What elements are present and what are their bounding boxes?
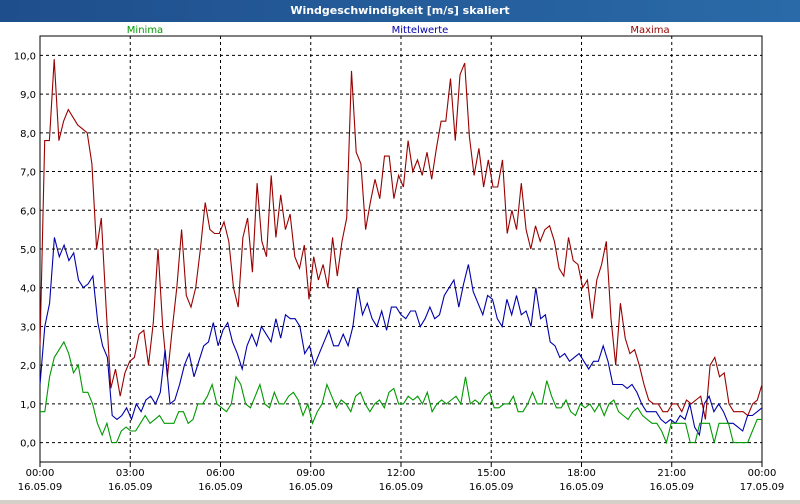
legend-maxima: Maxima (630, 25, 669, 36)
series-line-mittelwerte (39, 237, 763, 437)
y-tick-label: 8,0 (20, 129, 36, 140)
y-tick-label: 5,0 (20, 245, 36, 256)
series-line-minima (40, 340, 762, 445)
x-tick-date: 16.05.09 (469, 482, 514, 493)
chart-window: 0,0 1,0 2,0 3,0 4,0 5,0 6,0 7,0 8,0 9,0 10,0 00:00 1… (0, 22, 800, 500)
x-tick-date: 16.05.09 (198, 482, 243, 493)
series-line-maxima (39, 59, 763, 420)
x-tick-time: 15:00 (477, 468, 506, 479)
y-tick-label: 4,0 (20, 284, 36, 295)
x-tick-date: 16.05.09 (649, 482, 694, 493)
x-tick-time: 03:00 (116, 468, 145, 479)
x-tick-date: 16.05.09 (559, 482, 604, 493)
x-tick-date: 16.05.09 (379, 482, 424, 493)
x-tick-date: 16.05.09 (18, 482, 63, 493)
x-tick-time: 06:00 (206, 468, 235, 479)
y-tick-label: 6,0 (20, 206, 36, 217)
x-tick-time: 00:00 (26, 468, 55, 479)
window-title: Windgeschwindigkeit [m/s] skaliert (0, 0, 800, 22)
y-tick-label: 10,0 (14, 51, 36, 62)
x-tick-time: 09:00 (296, 468, 325, 479)
x-tick-date: 17.05.09 (740, 482, 785, 493)
y-tick-label: 3,0 (20, 322, 36, 333)
x-tick-date: 16.05.09 (108, 482, 153, 493)
x-tick-time: 12:00 (387, 468, 416, 479)
x-tick-time: 21:00 (657, 468, 686, 479)
y-tick-label: 1,0 (20, 400, 36, 411)
x-tick-date: 16.05.09 (288, 482, 333, 493)
legend-mittelwerte: Mittelwerte (392, 25, 449, 36)
y-tick-label: 0,0 (20, 439, 36, 450)
x-tick-time: 00:00 (748, 468, 777, 479)
legend-minima: Minima (127, 25, 163, 36)
chart: 0,0 1,0 2,0 3,0 4,0 5,0 6,0 7,0 8,0 9,0 10,0 00:00 1… (14, 25, 785, 493)
y-tick-label: 7,0 (20, 168, 36, 179)
x-tick-time: 18:00 (567, 468, 596, 479)
y-tick-label: 2,0 (20, 361, 36, 372)
y-tick-label: 9,0 (20, 90, 36, 101)
